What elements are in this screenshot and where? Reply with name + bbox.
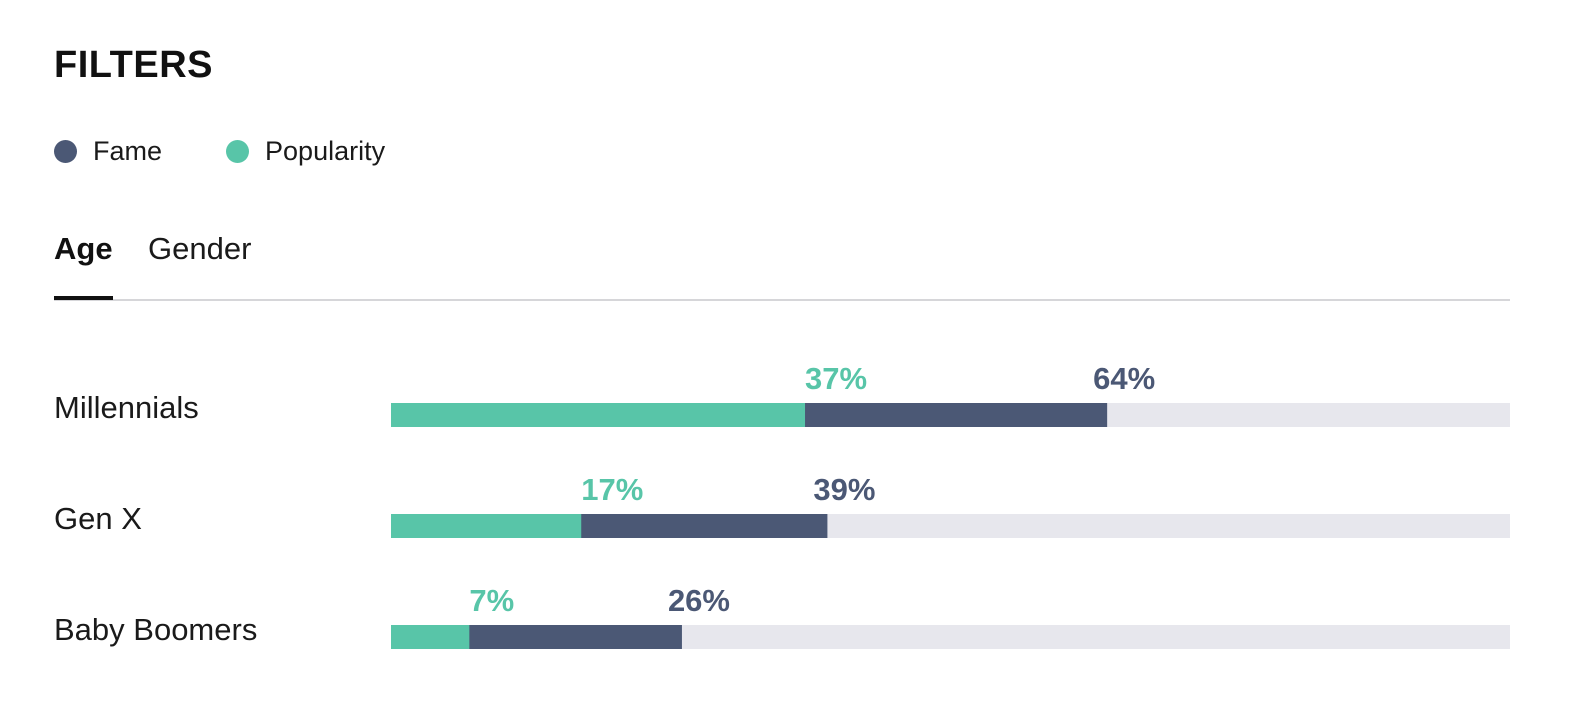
chart-legend: Fame Popularity	[54, 131, 449, 171]
category-label-gen-x: Gen X	[54, 501, 142, 536]
popularity-dot-icon	[226, 139, 250, 163]
value-label-fame-millennials: 64%	[1093, 361, 1155, 396]
fame-dot-icon	[54, 139, 77, 163]
legend-item-fame: Fame	[54, 136, 162, 167]
value-label-popularity-gen-x: 17%	[581, 472, 643, 507]
tab-gender[interactable]: Gender	[148, 226, 251, 297]
page-title: FILTERS	[54, 44, 214, 86]
tab-age-label: Age	[54, 231, 113, 266]
category-label-millennials: Millennials	[54, 390, 199, 425]
bar-popularity-gen-x	[391, 514, 582, 538]
category-label-baby-boomers: Baby Boomers	[54, 612, 258, 647]
value-label-fame-baby-boomers: 26%	[668, 583, 730, 618]
filter-tabs: Age Gender	[54, 226, 1510, 301]
legend-item-popularity: Popularity	[226, 136, 385, 167]
legend-label-popularity: Popularity	[265, 135, 386, 166]
tab-gender-label: Gender	[148, 231, 252, 266]
active-tab-indicator	[54, 296, 113, 300]
value-label-popularity-baby-boomers: 7%	[469, 583, 514, 618]
value-label-fame-gen-x: 39%	[813, 472, 875, 507]
legend-label-fame: Fame	[93, 135, 163, 166]
tab-age[interactable]: Age	[54, 226, 113, 300]
value-label-popularity-millennials: 37%	[805, 361, 867, 396]
bar-popularity-baby-boomers	[391, 625, 470, 649]
bar-popularity-millennials	[391, 403, 806, 427]
